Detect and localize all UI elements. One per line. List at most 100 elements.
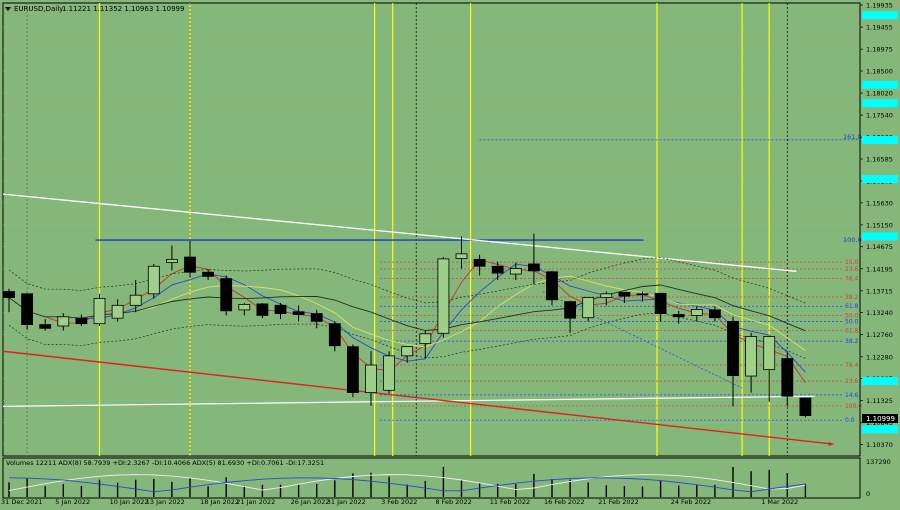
current-price-tag [862, 414, 898, 423]
candle-body [690, 309, 703, 316]
candle-body [618, 292, 631, 297]
support-trendline-white [2, 395, 815, 407]
y-tick-label: 1.14195 [866, 265, 893, 273]
fib-level-label: 61.8 [845, 303, 859, 310]
candle-body [709, 309, 721, 319]
x-tick-label: 10 Jan 2022 [110, 498, 149, 506]
candle-body [419, 333, 432, 344]
volume-adx-panel [8, 467, 807, 497]
candle-body [437, 258, 450, 334]
candle-body [202, 271, 215, 277]
level-marker [862, 174, 898, 183]
candle-body [57, 316, 70, 327]
fib-level-label: 38.2 [845, 294, 859, 301]
y-tick-label: 1.13715 [866, 287, 893, 295]
x-tick-label: 31 Jan 2022 [327, 498, 366, 506]
candle-body [455, 253, 468, 259]
candle-body [473, 258, 486, 267]
chart-menu-triangle-icon[interactable] [5, 7, 11, 11]
candle-body [256, 303, 269, 316]
main-plot-frame [2, 2, 861, 457]
candle-body [799, 397, 812, 416]
level-marker [862, 11, 898, 20]
current-price-label: 1.10999 [866, 415, 895, 423]
candle-body [672, 314, 685, 318]
y-tick-label: 1.15630 [866, 199, 893, 207]
candle-body [328, 323, 341, 347]
y-tick-label: 1.18500 [866, 67, 893, 75]
fib-level-label: 50.0 [845, 318, 859, 325]
channel-line-blue [542, 291, 743, 389]
candle-body [21, 293, 34, 326]
level-marker [862, 232, 898, 241]
y-tick-label: 1.12280 [866, 353, 893, 361]
y-tick-label: 1.12760 [866, 331, 893, 339]
y-tick-label: 1.17540 [866, 112, 893, 120]
candle-body [491, 265, 504, 274]
x-tick-label: 16 Feb 2022 [544, 498, 584, 506]
level-marker [862, 80, 898, 89]
candle-body [292, 311, 305, 315]
candle-body [75, 317, 88, 325]
candle-body [184, 256, 196, 273]
fib-level-label: 50.0 [845, 312, 859, 319]
candle-body [147, 265, 160, 295]
candle-body [636, 293, 649, 296]
candle-body [310, 313, 323, 322]
descending-trendline-red [2, 350, 833, 445]
candle-body [365, 364, 377, 393]
level-marker [862, 377, 898, 386]
chart-ohlc: 1.11221 1.11352 1.10963 1.10999 [62, 5, 184, 13]
fib-level-label: 100.0 [845, 403, 862, 410]
x-tick-label: 24 Feb 2022 [671, 498, 711, 506]
candle-body [401, 346, 414, 357]
candle-body [111, 304, 124, 319]
candle-body [39, 324, 52, 329]
fib-level-label: 76.4 [845, 362, 859, 369]
candle-body [528, 263, 540, 272]
fib-level-label: 14.6 [845, 392, 859, 399]
y-tick-label: 1.10370 [866, 441, 893, 449]
candlesticks [3, 233, 812, 418]
candle-body [564, 301, 576, 319]
fib-level-label: 23.6 [845, 266, 859, 273]
candle-body [745, 336, 757, 377]
x-tick-label: 21 Feb 2022 [598, 498, 638, 506]
candle-body [654, 292, 667, 314]
resistance-label: 100.0 [843, 236, 862, 244]
horizontal-gridlines [3, 4, 860, 445]
y-tick-label: 1.13240 [866, 309, 893, 317]
y-tick-label: 1.19455 [866, 24, 893, 32]
adx-line [8, 474, 806, 492]
level-marker [862, 425, 898, 434]
candle-body [3, 291, 15, 298]
candle-body [582, 297, 595, 319]
x-tick-label: 11 Feb 2022 [490, 498, 530, 506]
candle-body [129, 294, 142, 306]
candle-body [93, 298, 106, 325]
price-axis: 1.19935 1.19455 1.18975 1.18500 1.18020 1.175… [860, 2, 898, 449]
fib-level-label: 23.6 [845, 378, 859, 385]
fib-level-label: 76.4 [845, 276, 859, 283]
level-marker [862, 99, 898, 108]
candle-body [238, 303, 251, 311]
trendline-arrow-icon [828, 442, 835, 447]
y-tick-label: 1.14675 [866, 243, 893, 251]
y-tick-label: 1.15150 [866, 221, 893, 229]
candle-body [274, 304, 287, 314]
y-tick-label: 1.10845 [866, 419, 893, 427]
candle-body [220, 278, 233, 312]
candle-body [383, 355, 396, 391]
indicator-axis-top: 137290 [866, 458, 891, 466]
candle-body [509, 268, 522, 275]
x-tick-label: 13 Jan 2022 [146, 498, 185, 506]
x-tick-label: 21 Jan 2022 [236, 498, 275, 506]
x-tick-label: 26 Jan 2022 [291, 498, 330, 506]
di-line [8, 477, 806, 493]
indicator-label: Volumes 12211 ADX(8) 58.7939 +DI:2.3267 … [6, 459, 324, 467]
candle-body [727, 320, 739, 376]
